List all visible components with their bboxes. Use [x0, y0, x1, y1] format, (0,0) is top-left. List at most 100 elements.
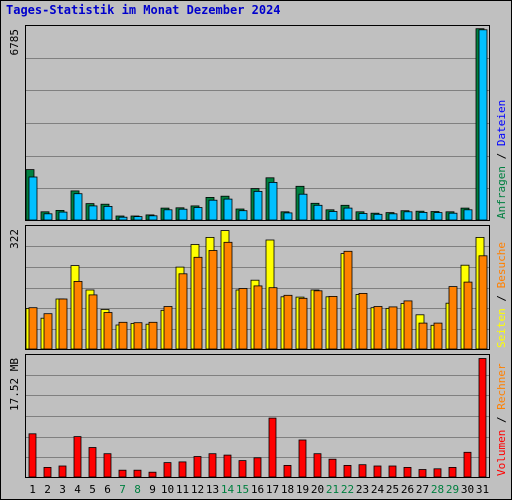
- bar-besuche-23: [358, 292, 368, 350]
- bar-dateien-15: [238, 210, 248, 221]
- x-tick-label-day-20: 20: [311, 483, 324, 496]
- bar-volumen-26: [403, 466, 412, 478]
- x-tick-label-day-17: 17: [266, 483, 279, 496]
- bar-volumen-13: [208, 453, 217, 478]
- bar-dateien-14: [223, 198, 233, 221]
- bar-besuche-4: [73, 280, 83, 350]
- x-tick-label-day-21: 21: [326, 483, 339, 496]
- bar-volumen-10: [163, 462, 172, 478]
- bar-dateien-22: [343, 207, 353, 221]
- bar-besuche-25: [388, 306, 398, 350]
- legend-top: Anfragen / Dateien: [495, 100, 508, 219]
- bar-volumen-18: [283, 464, 292, 478]
- legend-entry: Rechner: [495, 363, 508, 410]
- bar-dateien-5: [88, 205, 98, 221]
- bar-besuche-14: [223, 241, 233, 350]
- x-tick-label-day-28: 28: [431, 483, 444, 496]
- bar-dateien-29: [448, 212, 458, 221]
- x-tick-label-day-10: 10: [161, 483, 174, 496]
- bar-dateien-30: [463, 209, 473, 221]
- bar-volumen-23: [358, 464, 367, 478]
- bar-dateien-12: [193, 207, 203, 221]
- bar-volumen-4: [73, 436, 82, 478]
- bar-besuche-30: [463, 281, 473, 350]
- x-tick-label-day-23: 23: [356, 483, 369, 496]
- bar-dateien-11: [178, 208, 188, 221]
- x-tick-label-day-30: 30: [461, 483, 474, 496]
- x-tick-label-day-14: 14: [221, 483, 235, 496]
- bar-dateien-24: [373, 213, 383, 221]
- bar-besuche-17: [268, 287, 278, 350]
- bar-dateien-26: [403, 211, 413, 221]
- x-tick-label-day-3: 3: [59, 483, 66, 496]
- bar-volumen-25: [388, 465, 397, 478]
- x-tick-label-day-13: 13: [206, 483, 219, 496]
- x-tick-label-day-7: 7: [119, 483, 126, 496]
- bar-dateien-7: [118, 216, 128, 221]
- bar-besuche-2: [43, 313, 53, 350]
- bar-dateien-10: [163, 209, 173, 221]
- x-tick-label-day-11: 11: [176, 483, 189, 496]
- x-tick-label-day-1: 1: [29, 483, 36, 496]
- x-tick-label-day-9: 9: [149, 483, 156, 496]
- bar-besuche-18: [283, 294, 293, 350]
- x-tick-label-day-18: 18: [281, 483, 294, 496]
- bar-volumen-6: [103, 453, 112, 478]
- x-tick-label-day-24: 24: [371, 483, 385, 496]
- bar-dateien-6: [103, 205, 113, 221]
- bar-volumen-15: [238, 460, 247, 478]
- bar-volumen-22: [343, 464, 352, 478]
- bar-besuche-19: [298, 297, 308, 350]
- legend-entry: /: [495, 288, 508, 308]
- bar-besuche-6: [103, 312, 113, 350]
- bar-dateien-19: [298, 193, 308, 221]
- bar-besuche-27: [418, 322, 428, 350]
- legend-middle: Seiten / Besuche: [495, 242, 508, 348]
- bar-dateien-23: [358, 213, 368, 221]
- bar-besuche-11: [178, 273, 188, 350]
- ymax-label-bottom: 17.52 MB: [8, 358, 21, 411]
- bar-dateien-8: [133, 216, 143, 221]
- x-tick-label-day-31: 31: [476, 483, 489, 496]
- x-tick-label-day-6: 6: [104, 483, 111, 496]
- bar-volumen-8: [133, 469, 142, 478]
- bar-dateien-3: [58, 211, 68, 221]
- bar-besuche-20: [313, 290, 323, 350]
- bar-volumen-24: [373, 465, 382, 478]
- bar-dateien-28: [433, 212, 443, 221]
- bar-besuche-22: [343, 250, 353, 350]
- bar-volumen-7: [118, 469, 127, 478]
- x-tick-label-day-29: 29: [446, 483, 459, 496]
- bar-besuche-1: [28, 307, 38, 350]
- bar-dateien-25: [388, 213, 398, 221]
- x-tick-label-day-8: 8: [134, 483, 141, 496]
- bar-dateien-17: [268, 181, 278, 221]
- bar-dateien-2: [43, 213, 53, 221]
- legend-entry: /: [495, 146, 508, 166]
- bar-besuche-13: [208, 250, 218, 350]
- x-tick-label-day-16: 16: [251, 483, 264, 496]
- legend-bottom: Volumen / Rechner: [495, 363, 508, 476]
- bar-volumen-9: [148, 471, 157, 478]
- x-tick-label-day-4: 4: [74, 483, 81, 496]
- x-tick-label-day-2: 2: [44, 483, 51, 496]
- bar-dateien-31: [478, 29, 488, 221]
- bar-volumen-27: [418, 469, 427, 478]
- x-tick-label-day-15: 15: [236, 483, 249, 496]
- bar-volumen-1: [28, 433, 37, 478]
- bar-dateien-4: [73, 193, 83, 221]
- bar-besuche-10: [163, 306, 173, 350]
- chart-title: Tages-Statistik im Monat Dezember 2024: [6, 3, 281, 17]
- bar-dateien-9: [148, 215, 158, 221]
- bar-volumen-31: [478, 358, 487, 478]
- bar-besuche-21: [328, 295, 338, 350]
- bar-besuche-31: [478, 255, 488, 350]
- bar-volumen-28: [433, 468, 442, 478]
- bar-volumen-17: [268, 417, 277, 478]
- bar-besuche-9: [148, 321, 158, 350]
- bar-dateien-16: [253, 190, 263, 221]
- bar-besuche-29: [448, 286, 458, 350]
- bar-volumen-29: [448, 466, 457, 478]
- ymax-label-middle: 322: [8, 229, 21, 249]
